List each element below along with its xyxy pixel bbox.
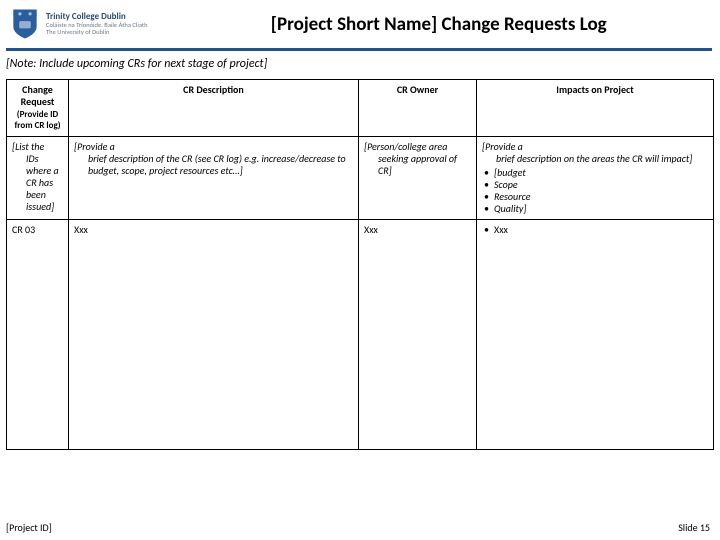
col1-sub: (Provide ID from CR log) <box>12 110 63 132</box>
cr-table-wrap: Change Request (Provide ID from CR log) … <box>0 79 720 450</box>
request-text: [List theIDs where a CR has been issued] <box>12 140 63 213</box>
col1-main: Change Request <box>21 83 55 108</box>
institution-shield-icon <box>10 8 40 40</box>
slide: Trinity College Dublin Coláiste na Tríon… <box>0 0 720 540</box>
cell-owner: [Person/college areaseeking approval of … <box>359 136 477 219</box>
impact-bullet: Scope <box>482 179 708 191</box>
impact-bullets: [budget Scope Resource Quality] <box>482 167 708 215</box>
footer: [Project ID] Slide 15 <box>6 521 710 534</box>
page-title: [Project Short Name] Change Requests Log <box>148 13 711 36</box>
footer-slide-number: Slide 15 <box>678 521 710 534</box>
col-header-owner: CR Owner <box>359 80 477 137</box>
impact-bullet: Xxx <box>482 224 708 236</box>
footer-project-id: [Project ID] <box>6 521 52 534</box>
institution-name: Trinity College Dublin Coláiste na Tríon… <box>46 12 148 35</box>
header: Trinity College Dublin Coláiste na Tríon… <box>0 0 720 44</box>
cr-table: Change Request (Provide ID from CR log) … <box>6 79 714 450</box>
institution-line3: The University of Dublin <box>46 29 148 36</box>
cell-request: [List theIDs where a CR has been issued] <box>7 136 69 219</box>
cell-impacts: [Provide abrief description on the areas… <box>477 136 714 219</box>
impact-bullets: Xxx <box>482 224 708 236</box>
description-text: [Provide abrief description of the CR (s… <box>74 140 353 177</box>
impact-lead: [Provide abrief description on the areas… <box>482 140 708 165</box>
table-row: [List theIDs where a CR has been issued]… <box>7 136 714 219</box>
table-row: CR 03 Xxx Xxx Xxx <box>7 219 714 449</box>
owner-text: [Person/college areaseeking approval of … <box>364 140 471 177</box>
col-header-change-request: Change Request (Provide ID from CR log) <box>7 80 69 137</box>
impact-bullet: Quality] <box>482 203 708 215</box>
impact-bullet: [budget <box>482 167 708 179</box>
cell-owner: Xxx <box>359 219 477 449</box>
col-header-description: CR Description <box>69 80 359 137</box>
cell-request: CR 03 <box>7 219 69 449</box>
cell-description: Xxx <box>69 219 359 449</box>
cell-description: [Provide abrief description of the CR (s… <box>69 136 359 219</box>
cell-impacts: Xxx <box>477 219 714 449</box>
col-header-impacts: Impacts on Project <box>477 80 714 137</box>
table-header-row: Change Request (Provide ID from CR log) … <box>7 80 714 137</box>
note-text: [Note: Include upcoming CRs for next sta… <box>0 51 720 79</box>
impact-bullet: Resource <box>482 191 708 203</box>
